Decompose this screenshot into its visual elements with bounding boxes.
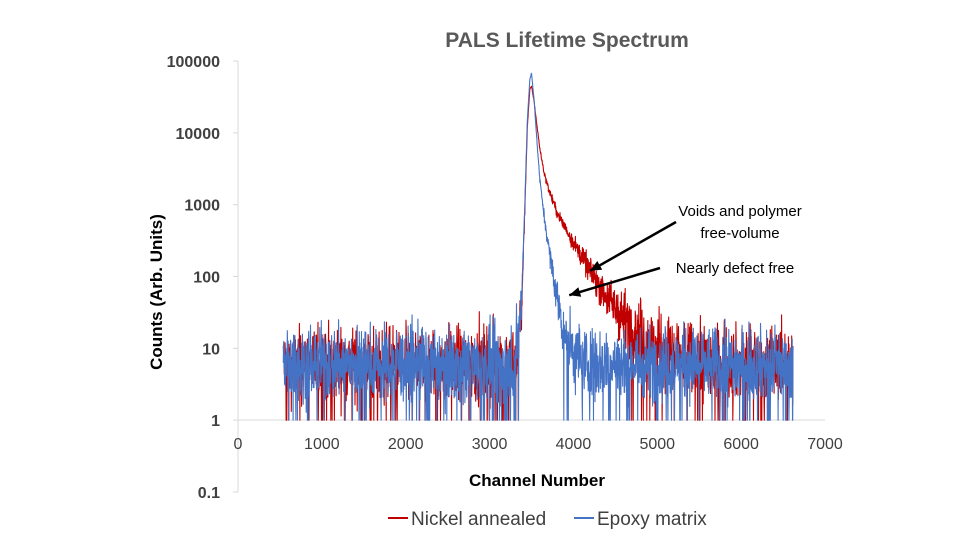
- y-tick-label: 10: [202, 341, 220, 358]
- chart-title: PALS Lifetime Spectrum: [445, 29, 689, 52]
- y-axis-title: Counts (Arb. Units): [147, 214, 166, 370]
- y-axis: 0.1 1 10 100 1000 10000 100000: [167, 54, 239, 502]
- series-group: [282, 72, 794, 421]
- annotation-text: free-volume: [700, 225, 779, 242]
- legend-label: Epoxy matrix: [597, 509, 707, 530]
- y-tick-labels: 0.1 1 10 100 1000 10000 100000: [167, 54, 238, 502]
- y-tick-label: 10000: [176, 126, 221, 143]
- x-tick-label: 3000: [472, 436, 508, 453]
- x-tick-labels: 0 1000 2000 3000 4000 5000 6000 7000: [234, 436, 843, 453]
- annotation-text: Voids and polymer: [678, 203, 801, 220]
- annotation-arrow-head: [590, 261, 603, 271]
- y-tick-label: 1: [211, 413, 220, 430]
- annotation-arrow-head: [569, 287, 582, 297]
- series-line-1: [282, 72, 794, 421]
- y-tick-label: 1000: [184, 198, 220, 215]
- x-axis: 0 1000 2000 3000 4000 5000 6000 7000: [234, 419, 843, 453]
- x-tick-label: 4000: [556, 436, 592, 453]
- x-tick-label: 7000: [807, 436, 843, 453]
- annotation-arrow-shaft: [568, 266, 661, 297]
- x-axis-title: Channel Number: [469, 471, 605, 490]
- y-tick-label: 100000: [167, 54, 220, 71]
- y-tick-label: 100: [193, 270, 220, 287]
- x-tick-label: 2000: [388, 436, 424, 453]
- x-tick-label: 5000: [639, 436, 675, 453]
- x-tick-label: 1000: [304, 436, 340, 453]
- y-tick-label: 0.1: [198, 485, 220, 502]
- x-tick-label: 6000: [723, 436, 759, 453]
- x-tick-label: 0: [234, 436, 243, 453]
- annotation-text: Nearly defect free: [676, 260, 794, 277]
- legend-label: Nickel annealed: [411, 509, 546, 530]
- annotations: Voids and polymer free-volume Nearly defec…: [568, 203, 802, 297]
- legend: Nickel annealed Epoxy matrix: [388, 509, 707, 530]
- annotation-arrow-shaft: [589, 220, 677, 272]
